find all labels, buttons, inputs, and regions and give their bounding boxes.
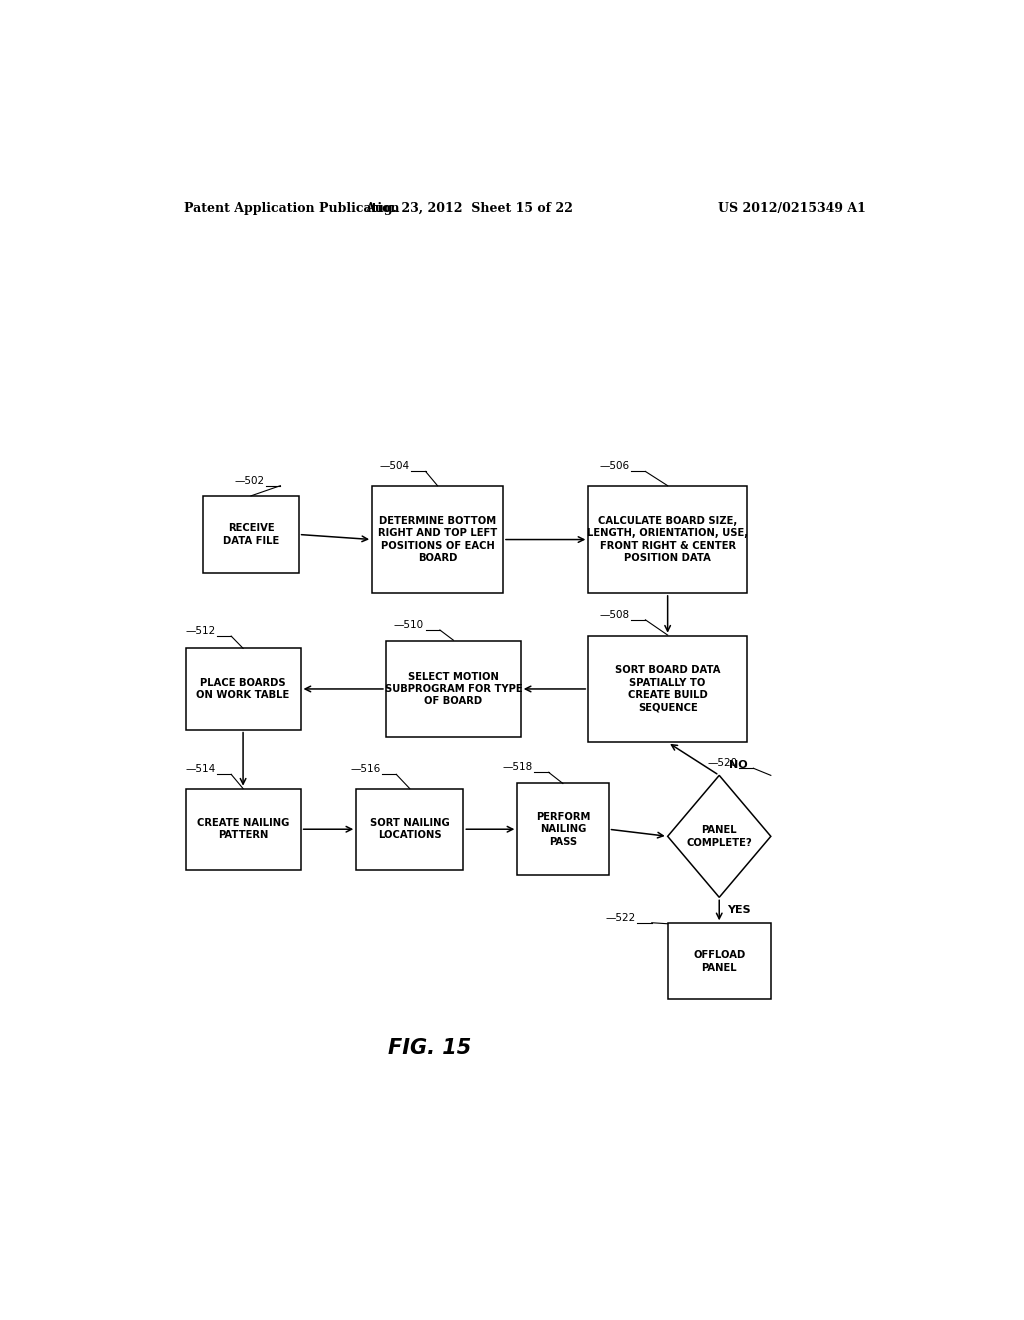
Text: SORT BOARD DATA
SPATIALLY TO
CREATE BUILD
SEQUENCE: SORT BOARD DATA SPATIALLY TO CREATE BUIL…: [614, 665, 721, 713]
Text: PANEL
COMPLETE?: PANEL COMPLETE?: [686, 825, 752, 847]
Bar: [588, 486, 748, 593]
Text: OFFLOAD
PANEL: OFFLOAD PANEL: [693, 950, 745, 973]
Text: SORT NAILING
LOCATIONS: SORT NAILING LOCATIONS: [370, 818, 450, 841]
Bar: [204, 496, 299, 573]
Text: —512: —512: [185, 626, 215, 636]
Text: Patent Application Publication: Patent Application Publication: [183, 202, 399, 215]
Text: YES: YES: [727, 906, 751, 916]
Text: DETERMINE BOTTOM
RIGHT AND TOP LEFT
POSITIONS OF EACH
BOARD: DETERMINE BOTTOM RIGHT AND TOP LEFT POSI…: [378, 516, 497, 564]
Bar: [372, 486, 503, 593]
Bar: [185, 648, 301, 730]
Text: —518: —518: [503, 763, 532, 772]
Text: FIG. 15: FIG. 15: [388, 1038, 471, 1057]
Bar: [668, 923, 771, 999]
Text: NO: NO: [729, 760, 748, 771]
Bar: [185, 788, 301, 870]
Text: —522: —522: [605, 912, 636, 923]
Bar: [356, 788, 463, 870]
Text: —506: —506: [599, 462, 630, 471]
Text: —520: —520: [708, 758, 737, 768]
Text: Aug. 23, 2012  Sheet 15 of 22: Aug. 23, 2012 Sheet 15 of 22: [366, 202, 573, 215]
Bar: [588, 636, 748, 742]
Polygon shape: [668, 775, 771, 898]
Text: PLACE BOARDS
ON WORK TABLE: PLACE BOARDS ON WORK TABLE: [197, 677, 290, 700]
Text: —504: —504: [380, 462, 410, 471]
Text: —502: —502: [234, 475, 264, 486]
Text: —516: —516: [350, 764, 380, 775]
Text: SELECT MOTION
SUBPROGRAM FOR TYPE
OF BOARD: SELECT MOTION SUBPROGRAM FOR TYPE OF BOA…: [385, 672, 522, 706]
Text: —514: —514: [185, 764, 215, 775]
Text: CREATE NAILING
PATTERN: CREATE NAILING PATTERN: [197, 818, 289, 841]
Text: US 2012/0215349 A1: US 2012/0215349 A1: [718, 202, 866, 215]
Text: RECEIVE
DATA FILE: RECEIVE DATA FILE: [223, 523, 280, 545]
Bar: [517, 784, 608, 875]
Text: PERFORM
NAILING
PASS: PERFORM NAILING PASS: [536, 812, 590, 846]
Text: —510: —510: [394, 620, 424, 630]
Bar: [386, 640, 521, 738]
Text: CALCULATE BOARD SIZE,
LENGTH, ORIENTATION, USE,
FRONT RIGHT & CENTER
POSITION DA: CALCULATE BOARD SIZE, LENGTH, ORIENTATIO…: [587, 516, 749, 564]
Text: —508: —508: [599, 610, 630, 620]
